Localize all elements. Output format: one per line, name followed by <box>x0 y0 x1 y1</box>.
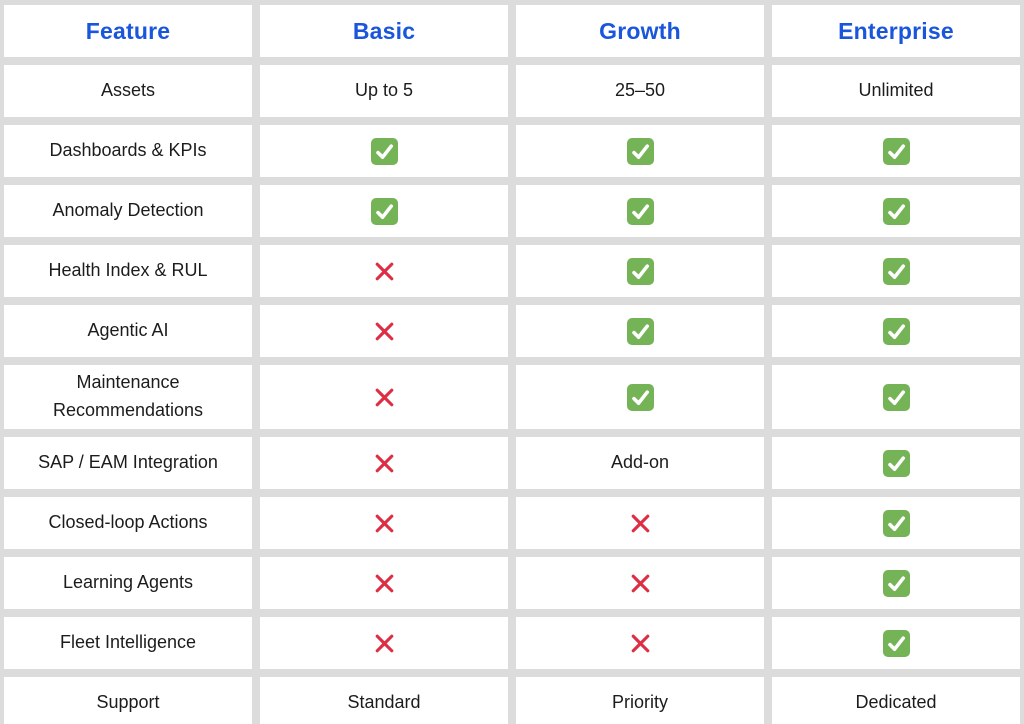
column-header-enterprise: Enterprise <box>772 5 1020 57</box>
column-header-basic: Basic <box>260 5 508 57</box>
feature-cell-learning-agents: Learning Agents <box>4 557 252 609</box>
column-header-label: Enterprise <box>838 17 954 44</box>
feature-cell-sap-eam-integration: SAP / EAM Integration <box>4 437 252 489</box>
growth-dashboards-kpis-cell <box>516 125 764 177</box>
check-icon <box>626 197 654 225</box>
basic-support-cell: Standard <box>260 677 508 724</box>
cross-icon <box>629 572 652 595</box>
column-header-label: Basic <box>352 17 416 44</box>
cross-icon <box>373 632 396 655</box>
column-header-label: Feature <box>85 17 171 44</box>
growth-learning-agents-cell <box>516 557 764 609</box>
check-icon <box>626 137 654 165</box>
feature-label: Closed-loop Actions <box>48 512 208 533</box>
enterprise-health-index-rul-cell <box>772 245 1020 297</box>
basic-closed-loop-actions-cell <box>260 497 508 549</box>
check-icon <box>626 257 654 285</box>
feature-label: SAP / EAM Integration <box>38 452 218 473</box>
feature-cell-anomaly-detection: Anomaly Detection <box>4 185 252 237</box>
feature-cell-assets: Assets <box>4 65 252 117</box>
enterprise-anomaly-detection-cell <box>772 185 1020 237</box>
basic-learning-agents-cell <box>260 557 508 609</box>
cell-text: Dedicated <box>855 692 937 713</box>
check-icon <box>882 629 910 657</box>
cross-icon <box>373 260 396 283</box>
feature-cell-agentic-ai: Agentic AI <box>4 305 252 357</box>
feature-label: Assets <box>100 80 156 101</box>
enterprise-agentic-ai-cell <box>772 305 1020 357</box>
check-icon <box>882 509 910 537</box>
feature-label: Fleet Intelligence <box>59 632 197 653</box>
feature-label: Learning Agents <box>62 572 194 593</box>
feature-cell-maintenance-recommendations: Maintenance Recommendations <box>4 365 252 429</box>
check-icon <box>370 137 398 165</box>
feature-cell-health-index-rul: Health Index & RUL <box>4 245 252 297</box>
feature-cell-dashboards-kpis: Dashboards & KPIs <box>4 125 252 177</box>
cross-icon <box>373 320 396 343</box>
basic-agentic-ai-cell <box>260 305 508 357</box>
feature-label: Maintenance Recommendations <box>52 372 204 420</box>
growth-assets-cell: 25–50 <box>516 65 764 117</box>
cross-icon <box>629 632 652 655</box>
basic-health-index-rul-cell <box>260 245 508 297</box>
feature-label: Dashboards & KPIs <box>49 140 207 161</box>
feature-label: Agentic AI <box>87 320 169 341</box>
growth-anomaly-detection-cell <box>516 185 764 237</box>
cell-text: Priority <box>611 692 668 713</box>
cross-icon <box>629 512 652 535</box>
growth-sap-eam-integration-cell: Add-on <box>516 437 764 489</box>
column-header-growth: Growth <box>516 5 764 57</box>
enterprise-fleet-intelligence-cell <box>772 617 1020 669</box>
cross-icon <box>373 572 396 595</box>
growth-fleet-intelligence-cell <box>516 617 764 669</box>
feature-cell-closed-loop-actions: Closed-loop Actions <box>4 497 252 549</box>
cell-text: Unlimited <box>858 80 934 101</box>
basic-sap-eam-integration-cell <box>260 437 508 489</box>
check-icon <box>882 317 910 345</box>
check-icon <box>882 257 910 285</box>
check-icon <box>882 383 910 411</box>
basic-maintenance-recommendations-cell <box>260 365 508 429</box>
feature-label: Health Index & RUL <box>48 260 208 281</box>
enterprise-closed-loop-actions-cell <box>772 497 1020 549</box>
growth-maintenance-recommendations-cell <box>516 365 764 429</box>
growth-agentic-ai-cell <box>516 305 764 357</box>
feature-cell-fleet-intelligence: Fleet Intelligence <box>4 617 252 669</box>
cross-icon <box>373 512 396 535</box>
cell-text: 25–50 <box>614 80 666 101</box>
enterprise-sap-eam-integration-cell <box>772 437 1020 489</box>
check-icon <box>370 197 398 225</box>
basic-anomaly-detection-cell <box>260 185 508 237</box>
check-icon <box>882 137 910 165</box>
cell-text: Standard <box>347 692 421 713</box>
enterprise-learning-agents-cell <box>772 557 1020 609</box>
check-icon <box>882 197 910 225</box>
feature-label: Anomaly Detection <box>52 200 204 221</box>
cross-icon <box>373 452 396 475</box>
feature-cell-support: Support <box>4 677 252 724</box>
growth-support-cell: Priority <box>516 677 764 724</box>
check-icon <box>626 317 654 345</box>
growth-health-index-rul-cell <box>516 245 764 297</box>
enterprise-maintenance-recommendations-cell <box>772 365 1020 429</box>
column-header-label: Growth <box>599 17 681 44</box>
check-icon <box>626 383 654 411</box>
cell-text: Up to 5 <box>354 80 414 101</box>
growth-closed-loop-actions-cell <box>516 497 764 549</box>
cross-icon <box>373 386 396 409</box>
check-icon <box>882 569 910 597</box>
basic-assets-cell: Up to 5 <box>260 65 508 117</box>
cell-text: Add-on <box>610 452 670 473</box>
enterprise-assets-cell: Unlimited <box>772 65 1020 117</box>
enterprise-support-cell: Dedicated <box>772 677 1020 724</box>
basic-fleet-intelligence-cell <box>260 617 508 669</box>
feature-label: Support <box>96 692 160 713</box>
check-icon <box>882 449 910 477</box>
basic-dashboards-kpis-cell <box>260 125 508 177</box>
column-header-feature: Feature <box>4 5 252 57</box>
enterprise-dashboards-kpis-cell <box>772 125 1020 177</box>
